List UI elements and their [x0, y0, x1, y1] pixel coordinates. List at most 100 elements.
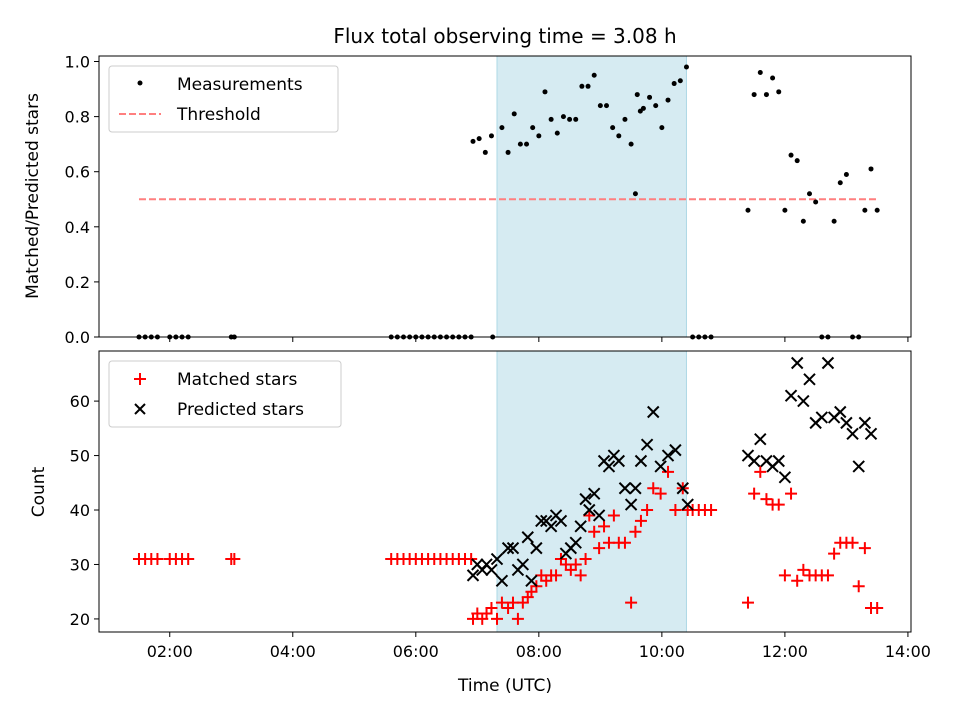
measurement-point — [548, 116, 554, 122]
matched-star-point — [871, 602, 884, 615]
top-x-ticks — [169, 337, 909, 342]
predicted-star-point — [803, 373, 816, 386]
matched-star-point — [852, 580, 865, 593]
predicted-star-point — [846, 427, 859, 440]
bottom-panel: 02:00 04:00 06:00 08:00 10:00 12:00 14:00 20 30… — [29, 350, 931, 696]
predicted-star-point — [852, 460, 865, 473]
measurement-point — [757, 70, 763, 76]
matched-star-point — [511, 612, 524, 625]
predicted-star-point — [681, 498, 694, 511]
predicted-star-point — [772, 454, 785, 468]
measurement-point — [634, 92, 640, 98]
top-panel: 0.0 0.2 0.4 0.6 0.8 1.0 Matched/Predicted sta… — [23, 53, 912, 347]
x-axis-label: Time (UTC) — [457, 676, 552, 696]
measurement-point — [763, 92, 769, 98]
matched-star-point — [662, 465, 675, 478]
predicted-star-point — [506, 541, 520, 555]
predicted-star-point — [629, 482, 642, 495]
measurement-point — [831, 218, 837, 224]
matched-star-point — [583, 509, 596, 522]
predicted-star-point — [815, 411, 829, 424]
bottom-legend: Matched stars Predicted stars — [108, 360, 342, 428]
predicted-star-point — [618, 482, 632, 495]
measurement-point — [807, 191, 812, 197]
x-tick-label: 08:00 — [516, 642, 562, 661]
bottom-x-ticks: 02:00 04:00 06:00 08:00 10:00 12:00 14:00 — [147, 632, 931, 661]
matched-star-point — [593, 542, 606, 555]
measurement-point — [536, 133, 542, 139]
measurement-point — [585, 83, 591, 89]
measurement-point — [499, 125, 505, 131]
bottom-y-axis-label: Count — [29, 466, 49, 517]
measurement-point — [751, 92, 757, 98]
matched-star-point — [574, 569, 587, 582]
measurement-point — [868, 166, 874, 172]
measurement-point — [560, 114, 566, 120]
measurement-point — [604, 103, 609, 109]
predicted-star-point — [501, 541, 515, 555]
measurement-point — [616, 133, 622, 139]
matched-star-point — [791, 574, 804, 587]
matched-star-point — [618, 536, 631, 549]
measurement-point — [843, 171, 849, 177]
legend-measurements-label: Measurements — [177, 75, 303, 95]
legend-predicted-marker — [134, 403, 146, 415]
predicted-star-point — [530, 541, 543, 555]
measurement-point — [470, 138, 476, 144]
y-tick-label: 50 — [70, 447, 90, 466]
y-tick-label: 0.0 — [65, 328, 90, 347]
matched-star-point — [625, 596, 638, 609]
matched-star-point — [598, 520, 611, 533]
matched-star-point — [634, 514, 647, 527]
bottom-legend-box — [108, 360, 342, 428]
predicted-star-point — [647, 405, 660, 419]
measurement-point — [579, 83, 585, 89]
matched-star-point — [741, 596, 754, 609]
matched-star-point — [151, 553, 164, 566]
y-tick-label: 30 — [70, 555, 90, 574]
measurement-point — [776, 89, 782, 95]
top-y-ticks: 0.0 0.2 0.4 0.6 0.8 1.0 — [65, 53, 99, 347]
measurement-point — [837, 180, 843, 186]
matched-star-point — [669, 504, 682, 517]
y-tick-label: 0.8 — [65, 108, 90, 127]
predicted-star-point — [634, 454, 648, 468]
predicted-star-point — [624, 498, 638, 511]
matched-star-point — [485, 602, 498, 615]
x-tick-label: 04:00 — [270, 642, 316, 661]
matched-star-point — [579, 553, 592, 566]
x-tick-label: 10:00 — [639, 642, 685, 661]
predicted-star-point — [569, 536, 582, 549]
predicted-star-point — [821, 356, 835, 370]
matched-star-point — [607, 509, 620, 522]
measurement-point — [813, 199, 819, 205]
measurement-point — [597, 103, 603, 109]
predicted-star-point — [490, 552, 504, 566]
predicted-star-point — [544, 520, 558, 533]
measurement-point — [782, 207, 788, 213]
matched-star-point — [858, 542, 871, 555]
predicted-star-point — [864, 427, 878, 440]
matched-star-point — [495, 596, 508, 609]
predicted-star-point — [495, 574, 509, 588]
measurement-point — [622, 116, 628, 122]
measurement-point — [637, 108, 643, 114]
y-tick-label: 40 — [70, 501, 90, 520]
measurement-point — [591, 72, 597, 78]
matched-star-point — [797, 563, 810, 576]
bottom-y-ticks: 20 30 40 50 60 — [70, 392, 99, 629]
measurement-point — [610, 125, 616, 131]
predicted-star-point — [754, 433, 767, 446]
predicted-star-point — [579, 492, 592, 506]
y-tick-label: 20 — [70, 610, 90, 629]
predicted-star-point — [840, 416, 853, 430]
predicted-star-point — [535, 514, 548, 528]
measurement-point — [653, 103, 659, 109]
matched-star-point — [772, 498, 785, 511]
measurement-point — [530, 125, 536, 131]
predicted-star-point — [747, 454, 761, 468]
measurement-point — [628, 141, 634, 147]
legend-matched-marker — [134, 373, 146, 385]
matched-star-point — [228, 553, 241, 566]
